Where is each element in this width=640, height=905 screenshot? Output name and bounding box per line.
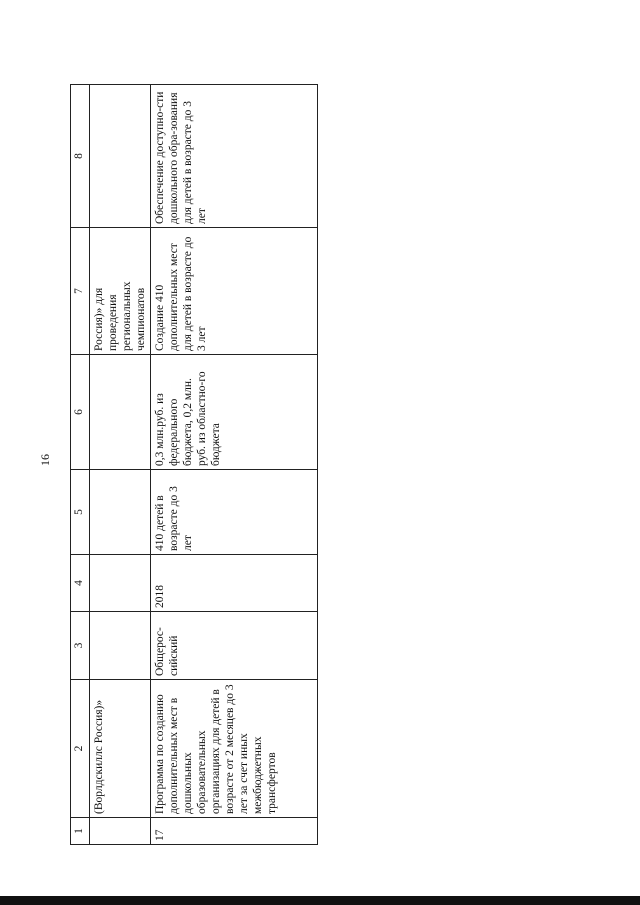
rotated-table-wrapper: 1 2 3 4 5 6 7 8 (Ворлдскиллс Россия)» Ро…	[70, 84, 318, 845]
header-cell: 2	[70, 679, 90, 818]
table-cell	[89, 469, 151, 555]
table-cell	[89, 554, 151, 612]
header-row: 1 2 3 4 5 6 7 8	[70, 84, 90, 845]
header-cell: 8	[70, 84, 90, 228]
table-cell	[89, 84, 151, 228]
table-cell: Обеспечение доступно-сти дошкольного обр…	[150, 84, 318, 228]
header-cell: 5	[70, 469, 90, 555]
scan-edge	[0, 896, 640, 905]
table-cell	[89, 817, 151, 845]
header-cell: 4	[70, 554, 90, 612]
table-cell: Программа по созданию дополнительных мес…	[150, 679, 318, 818]
table-cell: 2018	[150, 554, 318, 612]
table-cell	[89, 611, 151, 680]
table-row: 17 Программа по созданию дополнительных …	[150, 84, 318, 845]
table-row: (Ворлдскиллс Россия)» Россия)» для прове…	[89, 84, 151, 845]
header-cell: 7	[70, 227, 90, 355]
programs-table: 1 2 3 4 5 6 7 8 (Ворлдскиллс Россия)» Ро…	[70, 84, 318, 845]
table-cell: Россия)» для проведения региональных чем…	[89, 227, 151, 355]
table-cell	[89, 354, 151, 470]
header-cell: 6	[70, 354, 90, 470]
table-cell: Создание 410 дополнительных мест для дет…	[150, 227, 318, 355]
table-cell: 0,3 млн.руб. из федерального бюджета, 0,…	[150, 354, 318, 470]
table-cell: (Ворлдскиллс Россия)»	[89, 679, 151, 818]
page-number: 16	[38, 454, 52, 466]
header-cell: 3	[70, 611, 90, 680]
table-cell: Общерос-сийский	[150, 611, 318, 680]
table-cell: 410 детей в возрасте до 3 лет	[150, 469, 318, 555]
header-cell: 1	[70, 817, 90, 845]
table-cell: 17	[150, 817, 318, 845]
